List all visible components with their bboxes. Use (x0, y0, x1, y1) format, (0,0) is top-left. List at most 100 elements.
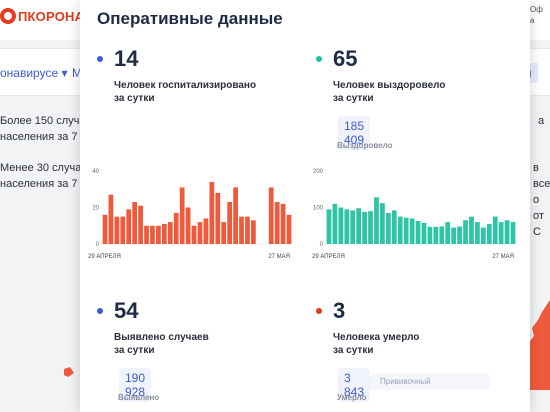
stat-label-line1: Человек выздоровело (333, 80, 446, 91)
stat-value: 54 (114, 298, 139, 323)
chart-bar (362, 211, 367, 244)
y-tick-label: 0 (320, 242, 324, 248)
chart-bar (380, 203, 385, 244)
y-tick-label: 100 (313, 206, 324, 212)
chart-bar (475, 222, 480, 244)
dot-icon (97, 56, 103, 62)
chart-bar (173, 212, 179, 244)
map-fragment-left (64, 367, 74, 377)
legend-text-low-line2: населения за 7 сут (0, 178, 97, 190)
stat-label: Выявлено случаев за сутки (114, 331, 284, 357)
chart-bar (227, 202, 233, 244)
operational-data-card: Оперативные данные 14 Человек госпитализ… (80, 0, 530, 412)
chart-bar (463, 220, 468, 244)
chart-bar (280, 203, 286, 244)
stat-label-line2: за сутки (114, 93, 155, 104)
right-text-2-line2: о от С (533, 194, 544, 238)
legend-text-low: Менее 30 случаев населения за 7 сут (0, 160, 97, 192)
chart-bar (486, 223, 492, 244)
header-right-label: Оф а (530, 5, 543, 25)
bottom-strip: Прививочный (370, 374, 490, 390)
chart-bar (197, 222, 203, 244)
chart-bar (510, 222, 516, 244)
total-recovered-label: Выздоровело (337, 141, 393, 150)
chart-bar (385, 212, 391, 244)
chart-bar (203, 218, 209, 244)
chart-bar (209, 181, 215, 244)
chart-bar (120, 216, 126, 244)
total-detected: 190 928 (119, 368, 152, 402)
chart-bar (167, 222, 173, 244)
y-tick-label: 0 (96, 242, 100, 248)
chart-bar (185, 207, 191, 244)
chart-bar (114, 216, 120, 244)
stat-label-line1: Человека умерло (333, 332, 420, 343)
chart-bar (480, 227, 486, 244)
hospitalized-chart: 0 20 40 29 АПРЕЛЯ 27 МАЯ (88, 169, 292, 260)
chart-bar (391, 210, 397, 244)
x-start-label: 29 АПРЕЛЯ (88, 254, 121, 260)
chart-bar (179, 187, 185, 244)
chart-bar (356, 208, 362, 244)
chart-bar (239, 216, 244, 244)
chart-bar (150, 225, 155, 244)
chart-bar (108, 194, 114, 244)
chart-bar (286, 214, 292, 244)
chart-bar (421, 222, 427, 244)
chart-bar (338, 207, 344, 244)
chart-bar (233, 187, 238, 244)
chart-bar (156, 225, 161, 244)
chart-bar (397, 216, 403, 244)
right-text-2-line1: в все (533, 162, 550, 190)
nav-item-m[interactable]: М (72, 66, 82, 80)
stat-label: Человека умерло за сутки (333, 331, 503, 357)
chart-bar (433, 226, 439, 244)
stat-label-line1: Выявлено случаев (114, 332, 209, 343)
legend-text-low-line1: Менее 30 случаев (0, 162, 94, 174)
y-tick-label: 40 (92, 169, 99, 175)
chart-bar (274, 202, 280, 244)
chart-bar (498, 222, 504, 244)
chart-bar (332, 203, 338, 244)
stat-value: 3 (333, 298, 346, 323)
stat-label-line2: за сутки (333, 93, 374, 104)
chart-bar (374, 197, 379, 244)
stat-value: 65 (333, 46, 358, 71)
chart-bar (215, 192, 221, 244)
chart-bar (350, 210, 356, 244)
stat-label: Человек госпитализировано за сутки (114, 79, 284, 105)
legend-text-high-line2: населения за 7 сут (0, 131, 97, 143)
chart-bar (102, 214, 108, 244)
total-died-label: Умерло (337, 393, 367, 402)
chart-bar (368, 211, 373, 244)
stat-label-line2: за сутки (333, 345, 374, 356)
chart-bar (126, 209, 132, 244)
right-text-2: в все о от С (533, 160, 550, 240)
chart-bar (409, 218, 415, 244)
stat-label: Человек выздоровело за сутки (333, 79, 503, 105)
dot-icon (316, 308, 322, 314)
right-text-1: а (538, 115, 545, 127)
chart-bar (221, 222, 227, 244)
nav-item-about[interactable]: онавирусе ▾ (0, 66, 68, 80)
chart-bar (504, 220, 510, 244)
total-recovered: 185 409 (338, 116, 371, 150)
chart-bar (445, 222, 451, 244)
chart-bar (415, 221, 421, 244)
chart-bar (191, 225, 197, 244)
x-end-label: 27 МАЯ (492, 254, 514, 260)
chart-bar (161, 223, 167, 244)
recovered-chart: 0 100 200 29 АПРЕЛЯ 27 МАЯ (312, 169, 516, 260)
chart-bar (492, 216, 498, 244)
chart-bar (344, 209, 350, 244)
bottom-strip-text: Прививочный (380, 377, 431, 386)
chart-bar (439, 226, 445, 244)
y-tick-label: 20 (92, 206, 99, 212)
legend-text-high: Более 150 случаев населения за 7 сут (0, 113, 97, 145)
chart-bar (132, 202, 138, 244)
dot-icon (97, 308, 103, 314)
logo-icon (0, 8, 16, 24)
x-end-label: 27 МАЯ (268, 254, 290, 260)
total-detected-label: Выявлено (118, 393, 160, 402)
header-right-text: Оф а (530, 4, 543, 26)
